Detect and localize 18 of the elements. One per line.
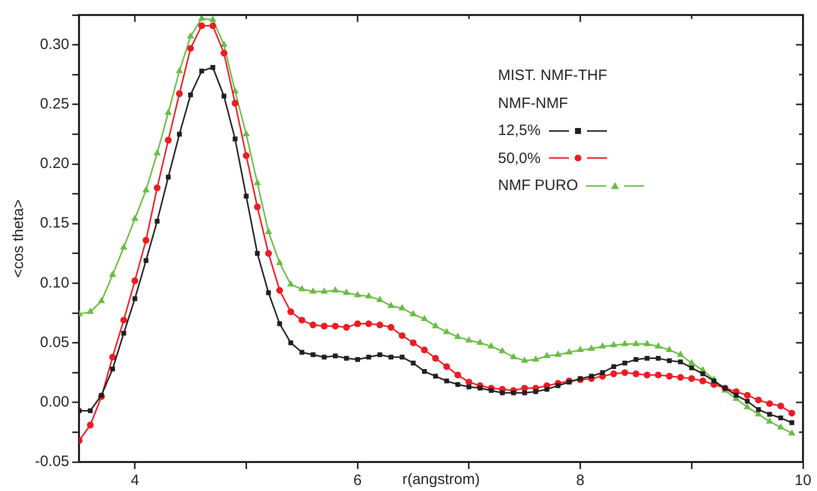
y-tick-label: 0.30 [40, 36, 70, 53]
x-tick-label: 6 [353, 472, 362, 490]
y-tick-label: 0.10 [40, 274, 70, 292]
y-tick-label: 0.20 [40, 155, 70, 172]
legend-label: NMF PURO [498, 176, 578, 196]
y-tick-label: 0.05 [40, 334, 70, 351]
x-tick-label: 10 [794, 472, 812, 490]
x-tick-label: 4 [130, 472, 140, 490]
legend-label: 50,0% [498, 148, 541, 168]
y-axis-title: <cos theta> [10, 199, 28, 278]
legend-title: MIST. NMF-THF NMF-NMF [498, 66, 608, 114]
x-tick-label: 8 [576, 472, 584, 490]
y-tick-label: 0.00 [40, 394, 70, 411]
y-tick-label: 0.25 [40, 96, 70, 113]
x-axis-title: r(angstrom) [402, 471, 480, 488]
legend-label: 12,5% [498, 121, 541, 141]
y-tick-label: 0.15 [40, 214, 70, 232]
y-tick-label: -0.05 [34, 453, 70, 470]
